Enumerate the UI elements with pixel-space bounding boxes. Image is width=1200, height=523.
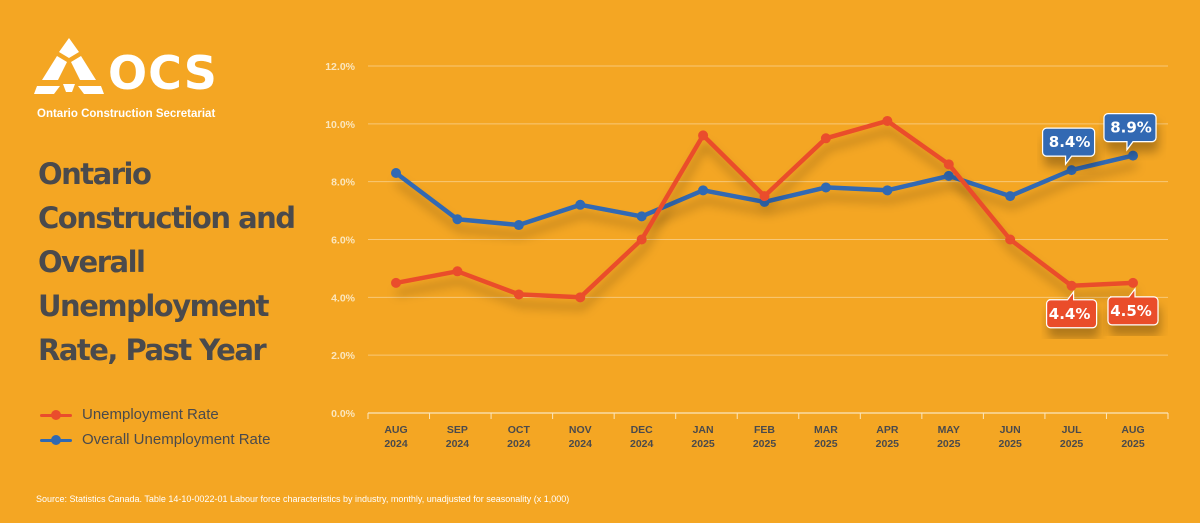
legend-marker-construction-icon: [40, 408, 72, 422]
ocs-logo-icon: [34, 38, 104, 94]
data-point-overall: [698, 185, 709, 196]
data-point-overall: [943, 170, 954, 181]
x-tick-label: MAR: [814, 424, 838, 436]
data-point-overall: [452, 214, 463, 225]
y-tick-label: 8.0%: [331, 177, 356, 189]
data-point-construction: [1128, 277, 1138, 288]
callout-box: [1103, 113, 1157, 152]
x-tick-label: DEC: [631, 424, 654, 436]
data-point-construction: [1066, 280, 1077, 291]
x-tick-label: SEP: [447, 424, 468, 436]
data-point-overall: [820, 182, 831, 193]
callout-box: [1107, 287, 1159, 326]
x-tick-label: APR: [876, 424, 899, 436]
data-callout: 4.4%: [1045, 289, 1098, 329]
x-tick-label: JUL: [1062, 424, 1082, 436]
data-point-overall: [575, 199, 586, 210]
x-tick-label: 2024: [507, 438, 531, 450]
y-tick-label: 10.0%: [325, 119, 355, 131]
callout-label: 8.9%: [1110, 119, 1152, 137]
legend-item-construction: Unemployment Rate: [40, 402, 270, 427]
grid-lines: [367, 65, 1169, 419]
legend-label-overall: Overall Unemployment Rate: [82, 431, 271, 448]
data-point-construction: [452, 266, 463, 277]
data-point-construction: [882, 115, 893, 126]
data-point-overall: [636, 211, 647, 222]
data-point-construction: [820, 133, 831, 144]
data-point-construction: [575, 292, 586, 303]
callout-label: 4.5%: [1110, 302, 1152, 320]
data-point-overall: [1128, 150, 1138, 161]
callout-label: 4.4%: [1049, 305, 1091, 323]
data-callout: 8.9%: [1103, 113, 1157, 152]
legend-item-overall: Overall Unemployment Rate: [40, 427, 270, 452]
x-tick-label: 2024: [384, 438, 408, 450]
x-tick-label: 2024: [630, 438, 654, 450]
data-point-overall: [1066, 165, 1077, 176]
x-tick-label: 2025: [998, 438, 1022, 450]
chart-legend: Unemployment Rate Overall Unemployment R…: [40, 402, 270, 452]
x-tick-label: AUG: [1121, 424, 1144, 436]
source-note: Source: Statistics Canada. Table 14-10-0…: [36, 494, 570, 504]
x-tick-label: NOV: [569, 424, 592, 436]
data-point-construction: [759, 191, 770, 202]
x-tick-label: 2025: [753, 438, 777, 450]
callout-box: [1041, 127, 1096, 166]
data-callout: 4.5%: [1107, 287, 1159, 326]
data-point-overall: [391, 167, 401, 178]
data-point-construction: [391, 277, 401, 288]
x-tick-label: 2024: [569, 438, 593, 450]
x-tick-label: OCT: [508, 424, 531, 436]
data-callouts: 8.4% 8.9% 4.4% 4.5%: [1041, 113, 1159, 329]
y-tick-label: 6.0%: [331, 235, 356, 247]
x-tick-label: 2024: [446, 438, 470, 450]
series-lines: [391, 115, 1138, 303]
data-callout: 8.4%: [1041, 127, 1096, 166]
data-point-overall: [1005, 191, 1016, 202]
x-tick-label: 2025: [691, 438, 715, 450]
data-point-construction: [1005, 234, 1016, 245]
x-tick-label: JAN: [693, 424, 714, 436]
data-point-construction: [513, 289, 524, 300]
y-axis-ticks: 0.0% 2.0% 4.0% 6.0% 8.0% 10.0% 12.0%: [325, 61, 355, 420]
x-axis-ticks: AUG 2024 SEP 2024 OCT 2024 NOV 2024 DEC 2024 JAN 20…: [384, 424, 1145, 450]
x-tick-label: 2025: [937, 438, 961, 450]
series-line-construction: [393, 118, 1136, 300]
data-point-construction: [636, 234, 647, 245]
ocs-logo: OCS Ontario Construction Secretariat: [34, 36, 234, 126]
x-tick-label: 2025: [1060, 438, 1084, 450]
x-tick-label: 2025: [1121, 438, 1145, 450]
page-title: Ontario Construction and Overall Unemplo…: [38, 157, 296, 367]
x-tick-label: 2025: [814, 438, 838, 450]
data-point-construction: [943, 159, 954, 170]
y-tick-label: 12.0%: [325, 61, 355, 73]
x-tick-label: 2025: [876, 438, 900, 450]
logo-subtitle: Ontario Construction Secretariat: [37, 108, 216, 120]
logo-wordmark: OCS: [108, 46, 218, 100]
x-tick-label: FEB: [754, 424, 775, 436]
y-tick-label: 4.0%: [331, 292, 356, 304]
data-point-construction: [698, 130, 709, 141]
y-tick-label: 0.0%: [331, 408, 356, 420]
callout-box: [1045, 289, 1098, 329]
x-tick-label: AUG: [384, 424, 407, 436]
data-point-overall: [882, 185, 893, 196]
x-tick-label: MAY: [938, 424, 960, 436]
data-point-overall: [513, 220, 524, 231]
callout-label: 8.4%: [1049, 133, 1091, 151]
series-line-overall: [393, 153, 1136, 228]
y-tick-label: 2.0%: [331, 350, 356, 362]
legend-label-construction: Unemployment Rate: [82, 406, 219, 423]
legend-marker-overall-icon: [40, 433, 72, 447]
x-tick-label: JUN: [1000, 424, 1021, 436]
